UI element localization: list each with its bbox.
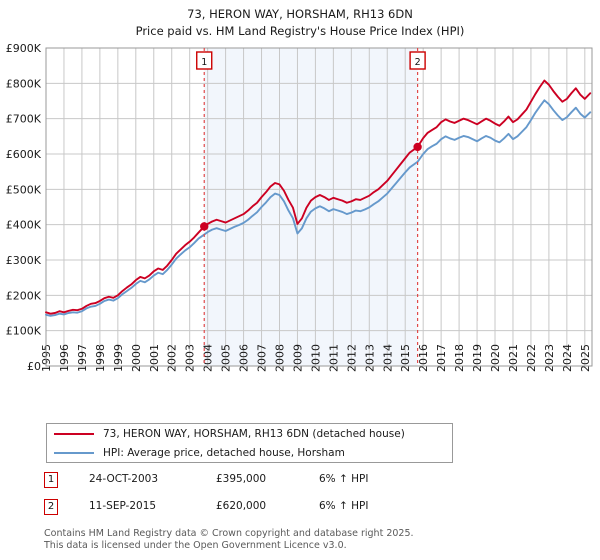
x-axis-tick-label: 1997 — [76, 344, 89, 372]
page-subtitle: Price paid vs. HM Land Registry's House … — [135, 24, 465, 38]
x-axis-tick-label: 2018 — [453, 344, 466, 372]
x-axis-tick-label: 2011 — [327, 344, 340, 372]
y-axis-tick-label: £100K — [6, 325, 42, 338]
plot-frame — [45, 47, 593, 367]
y-axis-tick-label: £600K — [6, 148, 42, 161]
x-axis-tick-label: 2020 — [489, 344, 502, 372]
x-axis-tick-label: 2001 — [148, 344, 161, 372]
x-axis-tick-label: 2013 — [363, 344, 376, 372]
chart-title-block: 73, HERON WAY, HORSHAM, RH13 6DN Price p… — [0, 6, 600, 40]
x-axis-tick-label: 1998 — [94, 344, 107, 372]
sale-marker-box — [409, 51, 426, 70]
x-axis-tick-label: 2007 — [256, 344, 269, 372]
x-axis-tick-label: 2022 — [525, 344, 538, 372]
x-axis-tick-label: 2000 — [130, 344, 143, 372]
x-axis-tick-label: 2006 — [238, 344, 251, 372]
x-axis-tick-label: 2023 — [543, 344, 556, 372]
sales-history-table: 1 24-OCT-2003 £395,000 6% ↑ HPI 2 11-SEP… — [44, 470, 464, 524]
y-axis-tick-label: £300K — [6, 254, 42, 267]
chart-legend: 73, HERON WAY, HORSHAM, RH13 6DN (detach… — [46, 423, 453, 463]
sale-date-1: 24-OCT-2003 — [89, 473, 158, 485]
page-title: 73, HERON WAY, HORSHAM, RH13 6DN — [187, 7, 413, 21]
y-axis-tick-label: £700K — [6, 113, 42, 126]
legend-item-hpi: HPI: Average price, detached house, Hors… — [47, 443, 452, 462]
x-axis-tick-label: 1999 — [112, 344, 125, 372]
x-axis-tick-label: 2025 — [579, 344, 592, 372]
sale-marker-number: 1 — [201, 57, 207, 68]
sale-marker-badge-1: 1 — [44, 472, 58, 488]
y-axis-tick-label: £400K — [6, 219, 42, 232]
sale-marker-badge-2: 2 — [44, 499, 58, 515]
table-row: 2 11-SEP-2015 £620,000 6% ↑ HPI — [44, 497, 464, 524]
legend-label-hpi: HPI: Average price, detached house, Hors… — [103, 446, 345, 459]
footer-line-1: Contains HM Land Registry data © Crown c… — [44, 528, 414, 539]
price-history-chart: £0 £100K £200K £300K £400K £500K £600K £700K £80… — [6, 42, 593, 373]
x-axis-tick-label: 2012 — [345, 344, 358, 372]
x-axis-tick-label: 2002 — [166, 344, 179, 372]
legend-swatch-hpi — [54, 451, 94, 454]
sale-hpi-delta-1: 6% ↑ HPI — [319, 473, 369, 485]
ownership-span-highlight — [204, 48, 418, 366]
x-axis-tick-label: 1996 — [58, 344, 71, 372]
y-axis-tick-label: £0 — [27, 360, 41, 373]
y-axis-tick-label: £900K — [6, 42, 42, 55]
legend-label-price-paid: 73, HERON WAY, HORSHAM, RH13 6DN (detach… — [103, 427, 405, 440]
x-axis-tick-label: 2019 — [471, 344, 484, 372]
footer-line-2: This data is licensed under the Open Gov… — [44, 539, 347, 551]
y-axis-tick-label: £200K — [6, 289, 42, 302]
x-axis-tick-label: 2005 — [220, 344, 233, 372]
sale-date-2: 11-SEP-2015 — [89, 500, 157, 512]
sale-hpi-delta-2: 6% ↑ HPI — [319, 500, 369, 512]
x-axis-tick-label: 2024 — [561, 344, 574, 372]
x-axis-tick-label: 2008 — [273, 344, 286, 372]
series-line-price-paid — [45, 79, 592, 315]
copyright-footer: Contains HM Land Registry data © Crown c… — [44, 528, 584, 551]
sale-marker-number: 2 — [415, 57, 421, 68]
legend-item-price-paid: 73, HERON WAY, HORSHAM, RH13 6DN (detach… — [47, 424, 452, 443]
y-axis-tick-label: £500K — [6, 183, 42, 196]
x-axis-tick-label: 2014 — [381, 344, 394, 372]
x-axis-tick-label: 2010 — [309, 344, 322, 372]
x-axis-tick-label: 2009 — [291, 344, 304, 372]
x-axis-tick-label: 2016 — [417, 344, 430, 372]
y-axis-tick-label: £800K — [6, 77, 42, 90]
x-axis-tick-label: 2004 — [202, 344, 215, 372]
sale-price-2: £620,000 — [216, 500, 267, 512]
table-row: 1 24-OCT-2003 £395,000 6% ↑ HPI — [44, 470, 464, 497]
x-axis-tick-label: 2015 — [399, 344, 412, 372]
series-line-hpi — [45, 99, 592, 317]
sale-price-1: £395,000 — [216, 473, 267, 485]
sale-point-marker — [200, 222, 209, 231]
x-axis-tick-label: 2017 — [435, 344, 448, 372]
legend-swatch-price-paid — [54, 432, 94, 435]
x-axis-tick-label: 2003 — [184, 344, 197, 372]
sale-point-marker — [413, 142, 422, 152]
x-axis-tick-label: 2021 — [507, 344, 520, 372]
sale-marker-box — [196, 51, 213, 70]
